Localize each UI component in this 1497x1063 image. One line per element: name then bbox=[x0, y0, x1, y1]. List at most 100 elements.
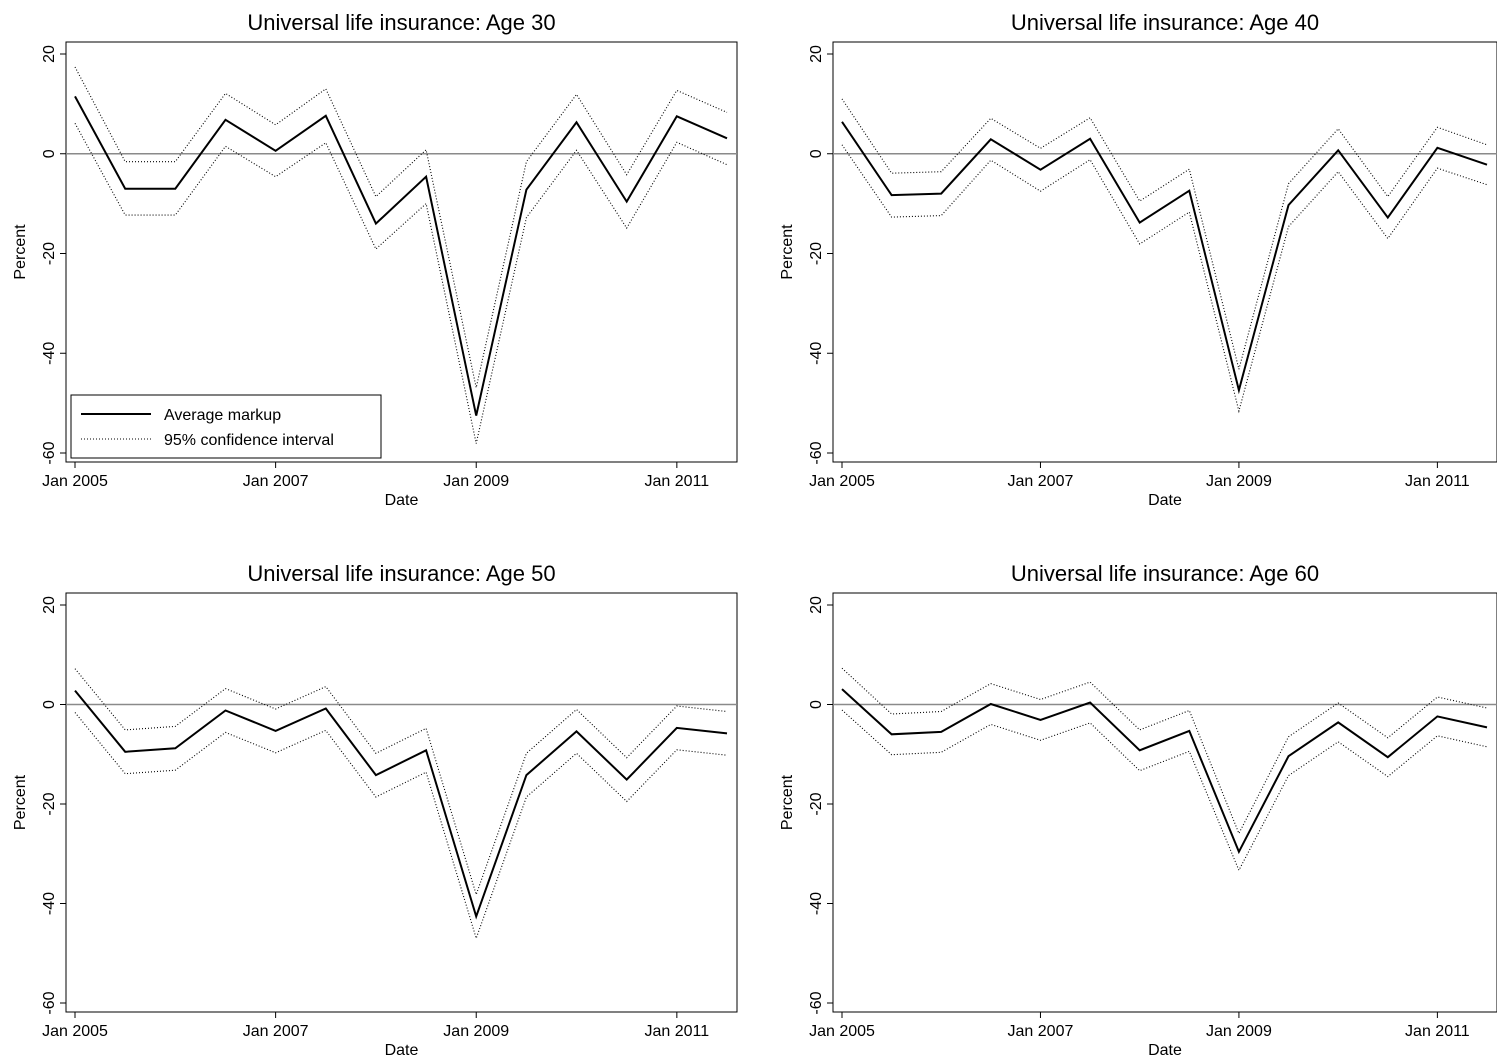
plot-frame bbox=[65, 592, 738, 1013]
average-markup-series bbox=[841, 688, 1488, 855]
chart-title: Universal life insurance: Age 40 bbox=[1011, 10, 1319, 35]
legend-box bbox=[70, 394, 382, 459]
x-tick-label: Jan 2011 bbox=[1405, 1023, 1470, 1040]
plot-frame bbox=[832, 592, 1497, 1013]
data-point bbox=[891, 734, 892, 735]
data-point bbox=[426, 728, 427, 729]
data-point bbox=[175, 726, 176, 727]
data-point bbox=[1238, 833, 1239, 834]
data-point bbox=[275, 150, 276, 151]
series-line bbox=[74, 123, 728, 444]
x-tick-label: Jan 2005 bbox=[42, 1023, 108, 1040]
data-point bbox=[941, 215, 942, 216]
y-tick-label: -40 bbox=[41, 892, 58, 915]
x-axis-label: Date bbox=[385, 1042, 419, 1059]
data-point bbox=[1338, 171, 1339, 172]
data-point bbox=[375, 796, 376, 797]
data-point bbox=[626, 228, 627, 229]
y-axis-label: Percent bbox=[779, 224, 796, 280]
x-tick-label: Jan 2011 bbox=[645, 1023, 710, 1040]
data-point bbox=[225, 732, 226, 733]
data-point bbox=[125, 161, 126, 162]
data-point bbox=[225, 119, 226, 120]
chart-title: Universal life insurance: Age 60 bbox=[1011, 561, 1319, 586]
data-point bbox=[1338, 128, 1339, 129]
series-line bbox=[841, 709, 1488, 872]
data-point bbox=[891, 754, 892, 755]
y-tick-label: -20 bbox=[808, 242, 825, 265]
series-line bbox=[841, 121, 1488, 395]
data-point bbox=[576, 753, 577, 754]
data-point bbox=[175, 188, 176, 189]
data-point bbox=[1090, 682, 1091, 683]
data-point bbox=[476, 443, 477, 444]
chart-panel-2: Universal life insurance: Age 40 -60 -40 -2… bbox=[779, 10, 1497, 509]
data-point bbox=[74, 66, 75, 67]
data-point bbox=[275, 176, 276, 177]
data-point bbox=[1040, 191, 1041, 192]
data-point bbox=[841, 98, 842, 99]
data-point bbox=[74, 96, 75, 97]
chart-title: Universal life insurance: Age 30 bbox=[247, 10, 555, 35]
x-tick-label: Jan 2007 bbox=[1008, 473, 1074, 490]
data-point bbox=[1139, 222, 1140, 223]
x-tick-label: Jan 2007 bbox=[243, 473, 309, 490]
data-point bbox=[125, 188, 126, 189]
data-point bbox=[726, 733, 727, 734]
data-point bbox=[941, 752, 942, 753]
y-tick-label: -60 bbox=[808, 991, 825, 1014]
data-point bbox=[1437, 735, 1438, 736]
data-point bbox=[1387, 776, 1388, 777]
series-line bbox=[74, 95, 728, 416]
data-point bbox=[476, 916, 477, 917]
data-point bbox=[1288, 183, 1289, 184]
data-point bbox=[74, 668, 75, 669]
data-point bbox=[426, 149, 427, 150]
data-point bbox=[74, 690, 75, 691]
y-tick-label: -20 bbox=[41, 792, 58, 815]
data-point bbox=[1437, 147, 1438, 148]
confidence-bound-series bbox=[74, 668, 728, 897]
y-tick-label: -40 bbox=[808, 892, 825, 915]
data-point bbox=[1338, 150, 1339, 151]
data-point bbox=[375, 775, 376, 776]
data-point bbox=[726, 164, 727, 165]
data-point bbox=[175, 161, 176, 162]
data-point bbox=[891, 217, 892, 218]
data-point bbox=[891, 173, 892, 174]
x-tick-label: Jan 2011 bbox=[1405, 473, 1470, 490]
data-point bbox=[125, 773, 126, 774]
data-point bbox=[1238, 411, 1239, 412]
data-point bbox=[1387, 238, 1388, 239]
data-point bbox=[275, 124, 276, 125]
data-point bbox=[891, 195, 892, 196]
y-tick-label: 20 bbox=[41, 45, 58, 63]
data-point bbox=[1189, 169, 1190, 170]
data-point bbox=[526, 161, 527, 162]
y-tick-label: 20 bbox=[808, 45, 825, 63]
data-point bbox=[375, 248, 376, 249]
data-point bbox=[1486, 144, 1487, 145]
data-point bbox=[1387, 217, 1388, 218]
data-point bbox=[426, 772, 427, 773]
data-point bbox=[426, 203, 427, 204]
data-point bbox=[526, 189, 527, 190]
series-line bbox=[841, 98, 1488, 370]
series-line bbox=[841, 667, 1488, 835]
data-point bbox=[1139, 201, 1140, 202]
series-line bbox=[74, 668, 728, 897]
data-point bbox=[1437, 127, 1438, 128]
confidence-bound-series bbox=[841, 98, 1488, 370]
chart-title: Universal life insurance: Age 50 bbox=[247, 561, 555, 586]
data-point bbox=[626, 779, 627, 780]
confidence-bound-series bbox=[74, 66, 728, 388]
y-tick-label: 0 bbox=[41, 149, 58, 158]
data-point bbox=[175, 215, 176, 216]
data-point bbox=[375, 196, 376, 197]
series-line bbox=[74, 66, 728, 388]
data-point bbox=[1139, 729, 1140, 730]
data-point bbox=[576, 94, 577, 95]
confidence-bound-series bbox=[74, 712, 728, 941]
data-point bbox=[1139, 770, 1140, 771]
legend-label-average-markup: Average markup bbox=[164, 407, 281, 424]
